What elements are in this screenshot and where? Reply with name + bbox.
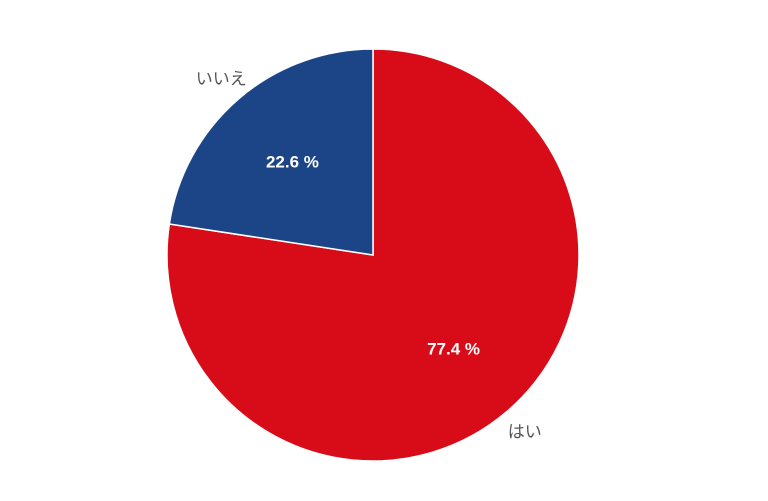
data-label-0: 77.4 % — [427, 340, 480, 359]
pie-slice-1 — [168, 48, 374, 256]
category-label-0: はい — [508, 423, 542, 443]
category-label-1: いいえ — [196, 69, 247, 89]
data-label-1: 22.6 % — [266, 152, 319, 171]
